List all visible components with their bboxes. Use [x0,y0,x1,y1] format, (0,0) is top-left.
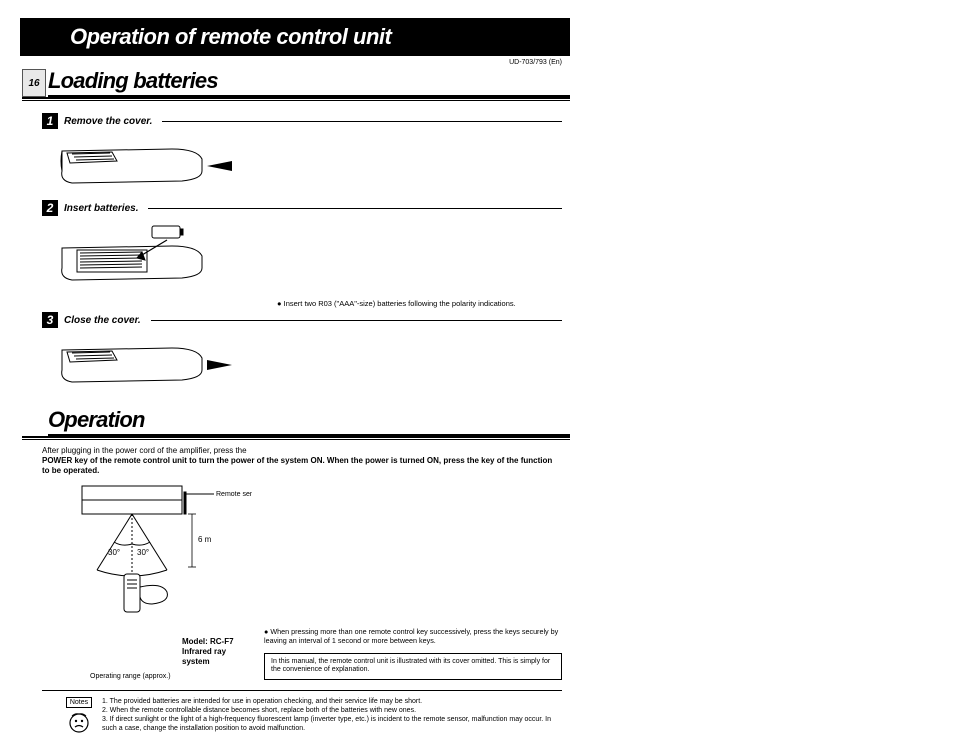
intro-bold: POWER key of the remote control unit to … [42,456,552,475]
notes-row: Notes 1. The provided batteries are inte… [42,697,562,735]
page-number-tab: 16 [22,69,46,97]
doc-code: UD-703/793 (En) [22,56,570,67]
illustration-insert-batteries [52,220,252,297]
arrow-icon [207,161,232,171]
pressing-note: ● When pressing more than one remote con… [264,627,562,645]
step-1-row: 1 Remove the cover. [42,113,562,129]
step-3-row: 3 Close the cover. [42,312,562,328]
operation-right-column: ● When pressing more than one remote con… [264,545,562,681]
step-rule [151,320,562,321]
intro-line1: After plugging in the power cord of the … [42,446,247,455]
notes-label: Notes [66,697,92,708]
step-rule [148,208,562,209]
model-label: Model: RC-F7 Infrared ray system [182,637,252,667]
section-operation-header: Operation [22,407,570,438]
step-rule [162,121,562,122]
note-item: 2. When the remote controllable distance… [102,706,554,715]
note-item: 3. If direct sunlight or the light of a … [102,715,554,733]
section-heading-operation: Operation [48,407,570,436]
notes-list: 1. The provided batteries are intended f… [102,697,554,735]
divider-line [42,690,562,691]
step-2-label: Insert batteries. [64,203,138,214]
page-title: Operation of remote control unit [70,24,391,49]
arrow-icon [207,360,232,370]
caution-face-icon [67,711,91,735]
distance-label: 6 m [198,535,212,544]
operating-range-caption: Operating range (approx.) [90,673,252,680]
operation-intro: After plugging in the power cord of the … [42,446,562,476]
manual-page: Operation of remote control unit UD-703/… [22,18,570,704]
operation-content: After plugging in the power cord of the … [22,440,570,739]
step-2-row: 2 Insert batteries. [42,200,562,216]
remote-sensor-label: Remote sensor [216,491,252,498]
illustration-close-cover [52,330,562,395]
page-header-band: Operation of remote control unit [20,18,570,56]
loading-content: 1 Remove the cover. 2 Insert batteries. [22,101,570,401]
model-line2: Infrared ray system [182,647,226,666]
section-loading-header: 16 Loading batteries [22,68,570,99]
step-3-label: Close the cover. [64,315,141,326]
illustration-remove-cover [52,131,562,196]
step-2-number: 2 [42,200,58,216]
insert-batteries-note: ● Insert two R03 ("AAA"-size) batteries … [277,299,562,308]
note-item: 1. The provided batteries are intended f… [102,697,554,706]
step-1-number: 1 [42,113,58,129]
section-heading-loading: Loading batteries [48,68,570,97]
angle-right: 30° [137,548,149,557]
manual-note-box: In this manual, the remote control unit … [264,653,562,681]
step-2-detail-row [42,218,562,299]
range-diagram: Remote sensor 6 m [42,482,252,680]
step-1-label: Remove the cover. [64,116,152,127]
operation-diagram-row: Remote sensor 6 m [42,482,562,680]
step-3-number: 3 [42,312,58,328]
notes-badge: Notes [62,697,96,735]
model-line1: Model: RC-F7 [182,637,234,646]
angle-left: 30° [108,548,120,557]
